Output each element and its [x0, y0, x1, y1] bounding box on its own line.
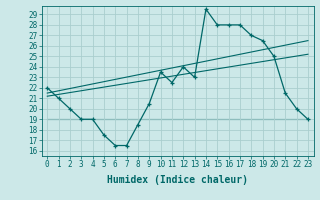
X-axis label: Humidex (Indice chaleur): Humidex (Indice chaleur): [107, 175, 248, 185]
